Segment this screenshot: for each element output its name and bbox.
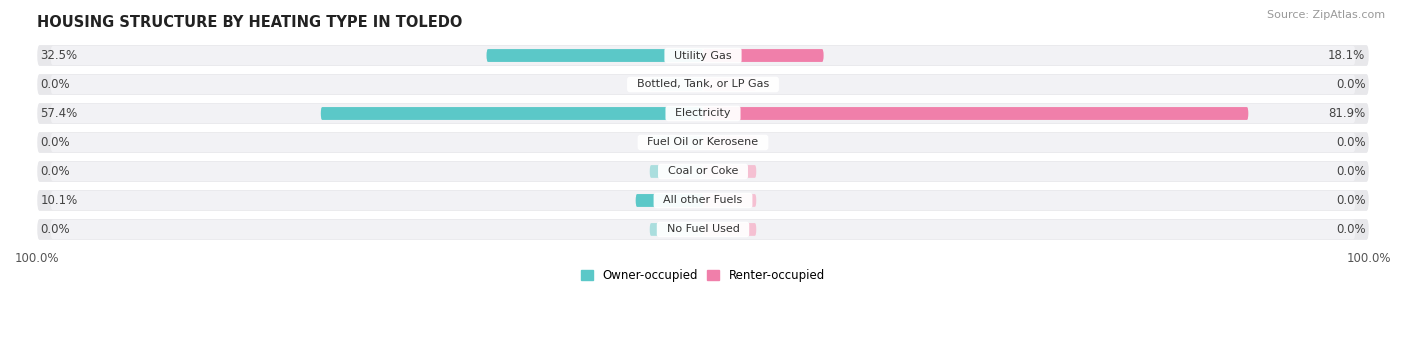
FancyBboxPatch shape	[51, 191, 1355, 210]
FancyBboxPatch shape	[51, 162, 1355, 181]
FancyBboxPatch shape	[37, 45, 1369, 66]
FancyBboxPatch shape	[37, 161, 1369, 182]
FancyBboxPatch shape	[37, 190, 1369, 211]
Text: 0.0%: 0.0%	[41, 223, 70, 236]
Text: Fuel Oil or Kerosene: Fuel Oil or Kerosene	[641, 137, 765, 148]
FancyBboxPatch shape	[486, 49, 703, 62]
FancyBboxPatch shape	[37, 103, 1369, 124]
FancyBboxPatch shape	[321, 107, 703, 120]
Text: 0.0%: 0.0%	[1336, 165, 1365, 178]
FancyBboxPatch shape	[703, 165, 756, 178]
Text: 0.0%: 0.0%	[41, 78, 70, 91]
Text: 0.0%: 0.0%	[1336, 136, 1365, 149]
FancyBboxPatch shape	[703, 107, 1249, 120]
FancyBboxPatch shape	[37, 219, 1369, 240]
FancyBboxPatch shape	[51, 133, 1355, 152]
FancyBboxPatch shape	[703, 223, 756, 236]
FancyBboxPatch shape	[650, 136, 703, 149]
FancyBboxPatch shape	[37, 132, 1369, 153]
FancyBboxPatch shape	[51, 220, 1355, 239]
FancyBboxPatch shape	[703, 49, 824, 62]
Text: 0.0%: 0.0%	[41, 165, 70, 178]
FancyBboxPatch shape	[703, 107, 1249, 120]
Text: Electricity: Electricity	[668, 108, 738, 118]
FancyBboxPatch shape	[51, 75, 1355, 94]
FancyBboxPatch shape	[636, 194, 703, 207]
FancyBboxPatch shape	[650, 165, 703, 178]
Legend: Owner-occupied, Renter-occupied: Owner-occupied, Renter-occupied	[576, 264, 830, 287]
Text: 18.1%: 18.1%	[1329, 49, 1365, 62]
Text: Coal or Coke: Coal or Coke	[661, 166, 745, 177]
Text: 0.0%: 0.0%	[1336, 223, 1365, 236]
Text: 32.5%: 32.5%	[41, 49, 77, 62]
Text: Source: ZipAtlas.com: Source: ZipAtlas.com	[1267, 10, 1385, 20]
FancyBboxPatch shape	[703, 78, 756, 91]
FancyBboxPatch shape	[650, 78, 703, 91]
Text: Bottled, Tank, or LP Gas: Bottled, Tank, or LP Gas	[630, 79, 776, 89]
Text: 0.0%: 0.0%	[41, 136, 70, 149]
Text: 0.0%: 0.0%	[1336, 194, 1365, 207]
FancyBboxPatch shape	[636, 194, 703, 207]
FancyBboxPatch shape	[703, 136, 756, 149]
Text: 10.1%: 10.1%	[41, 194, 77, 207]
Text: 0.0%: 0.0%	[1336, 78, 1365, 91]
FancyBboxPatch shape	[321, 107, 703, 120]
Text: All other Fuels: All other Fuels	[657, 195, 749, 206]
FancyBboxPatch shape	[51, 46, 1355, 65]
Text: HOUSING STRUCTURE BY HEATING TYPE IN TOLEDO: HOUSING STRUCTURE BY HEATING TYPE IN TOL…	[37, 15, 463, 30]
Text: 81.9%: 81.9%	[1329, 107, 1365, 120]
FancyBboxPatch shape	[650, 223, 703, 236]
FancyBboxPatch shape	[37, 74, 1369, 95]
FancyBboxPatch shape	[703, 194, 756, 207]
FancyBboxPatch shape	[51, 104, 1355, 123]
Text: No Fuel Used: No Fuel Used	[659, 224, 747, 235]
Text: 57.4%: 57.4%	[41, 107, 77, 120]
Text: Utility Gas: Utility Gas	[668, 50, 738, 60]
FancyBboxPatch shape	[703, 49, 824, 62]
FancyBboxPatch shape	[486, 49, 703, 62]
